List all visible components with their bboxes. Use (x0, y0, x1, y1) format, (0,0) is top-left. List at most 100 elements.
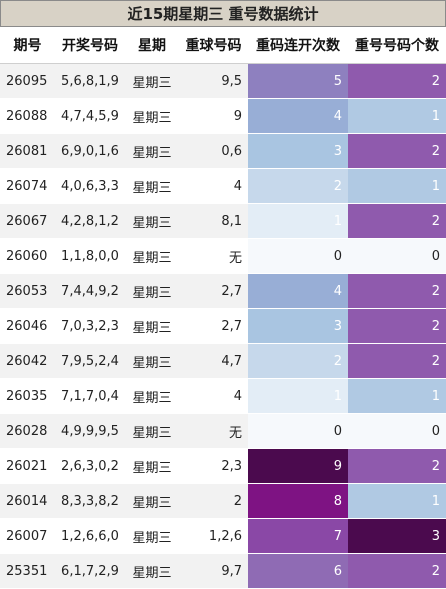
table-row: 26028 4,9,9,9,5 星期三无 0 0 (0, 413, 446, 449)
table-row: 26088 4,7,4,5,9 星期三 9 4 1 (0, 98, 446, 134)
repeat-balls-cell: 无 (179, 413, 248, 449)
table-row: 26014 8,3,3,8,2 星期三 2 8 1 (0, 483, 446, 519)
header-streak: 重码连开次数 (248, 27, 348, 64)
repeat-balls-cell: 9 (179, 98, 248, 134)
numbers-cell: 6,9,0,1,6 (55, 133, 125, 169)
repeat-balls-cell: 无 (179, 238, 248, 274)
numbers-cell: 4,0,6,3,3 (55, 168, 125, 204)
issue-cell: 26028 (0, 413, 55, 449)
count-cell: 1 (348, 168, 446, 204)
numbers-cell: 7,9,5,2,4 (55, 343, 125, 379)
count-cell: 2 (348, 203, 446, 239)
issue-cell: 26021 (0, 448, 55, 484)
repeat-balls-cell: 9,7 (179, 553, 248, 589)
count-cell: 2 (348, 133, 446, 169)
repeat-balls-cell: 2,7 (179, 308, 248, 344)
numbers-cell: 7,4,4,9,2 (55, 273, 125, 309)
issue-cell: 26088 (0, 98, 55, 134)
streak-cell: 1 (248, 203, 348, 239)
header-count: 重号号码个数 (348, 27, 446, 64)
table-row: 26067 4,2,8,1,2 星期三 8,1 1 2 (0, 203, 446, 239)
streak-cell: 4 (248, 98, 348, 134)
table-row: 26021 2,6,3,0,2 星期三 2,3 9 2 (0, 448, 446, 484)
table-title: 近15期星期三 重号数据统计 (0, 0, 446, 27)
repeat-balls-cell: 4,7 (179, 343, 248, 379)
header-weekday: 星期 (125, 27, 179, 64)
table-row: 26042 7,9,5,2,4 星期三 4,7 2 2 (0, 343, 446, 379)
table-row: 25351 6,1,7,2,9 星期三 9,7 6 2 (0, 553, 446, 589)
weekday-cell: 星期三 (125, 273, 179, 309)
header-row: 期号 开奖号码 星期 重球号码 重码连开次数 重号号码个数 (0, 27, 446, 64)
issue-cell: 26074 (0, 168, 55, 204)
issue-cell: 26035 (0, 378, 55, 414)
header-issue: 期号 (0, 27, 55, 64)
issue-cell: 26007 (0, 518, 55, 554)
count-cell: 2 (348, 448, 446, 484)
numbers-cell: 4,2,8,1,2 (55, 203, 125, 239)
count-cell: 2 (348, 63, 446, 99)
count-cell: 1 (348, 98, 446, 134)
issue-cell: 25351 (0, 553, 55, 589)
numbers-cell: 7,1,7,0,4 (55, 378, 125, 414)
issue-cell: 26095 (0, 63, 55, 99)
weekday-cell: 星期三 (125, 98, 179, 134)
repeat-balls-cell: 1,2,6 (179, 518, 248, 554)
weekday-cell: 星期三 (125, 133, 179, 169)
streak-cell: 3 (248, 133, 348, 169)
streak-cell: 7 (248, 518, 348, 554)
issue-cell: 26046 (0, 308, 55, 344)
repeat-balls-cell: 2 (179, 483, 248, 519)
count-cell: 2 (348, 343, 446, 379)
issue-cell: 26060 (0, 238, 55, 274)
weekday-cell: 星期三 (125, 518, 179, 554)
count-cell: 0 (348, 238, 446, 274)
weekday-cell: 星期三 (125, 378, 179, 414)
table-row: 26060 1,1,8,0,0 星期三无 0 0 (0, 238, 446, 274)
weekday-cell: 星期三 (125, 168, 179, 204)
streak-cell: 2 (248, 343, 348, 379)
header-numbers: 开奖号码 (55, 27, 125, 64)
numbers-cell: 1,2,6,6,0 (55, 518, 125, 554)
streak-cell: 5 (248, 63, 348, 99)
repeat-balls-cell: 4 (179, 378, 248, 414)
repeat-balls-cell: 9,5 (179, 63, 248, 99)
table-row: 26046 7,0,3,2,3 星期三 2,7 3 2 (0, 308, 446, 344)
table-row: 26053 7,4,4,9,2 星期三 2,7 4 2 (0, 273, 446, 309)
numbers-cell: 7,0,3,2,3 (55, 308, 125, 344)
streak-cell: 8 (248, 483, 348, 519)
table-body: 26095 5,6,8,1,9 星期三 9,5 5 2 26088 4,7,4,5,9 星期三 9… (0, 63, 446, 589)
numbers-cell: 4,9,9,9,5 (55, 413, 125, 449)
repeat-balls-cell: 2,7 (179, 273, 248, 309)
streak-cell: 0 (248, 238, 348, 274)
streak-cell: 0 (248, 413, 348, 449)
table-row: 26007 1,2,6,6,0 星期三 1,2,6 7 3 (0, 518, 446, 554)
numbers-cell: 8,3,3,8,2 (55, 483, 125, 519)
table-row: 26081 6,9,0,1,6 星期三 0,6 3 2 (0, 133, 446, 169)
issue-cell: 26042 (0, 343, 55, 379)
repeat-balls-cell: 2,3 (179, 448, 248, 484)
count-cell: 2 (348, 308, 446, 344)
count-cell: 2 (348, 553, 446, 589)
weekday-cell: 星期三 (125, 238, 179, 274)
repeat-stats-table: 期号 开奖号码 星期 重球号码 重码连开次数 重号号码个数 26095 5,6,8… (0, 27, 446, 589)
streak-cell: 3 (248, 308, 348, 344)
streak-cell: 4 (248, 273, 348, 309)
weekday-cell: 星期三 (125, 63, 179, 99)
numbers-cell: 1,1,8,0,0 (55, 238, 125, 274)
weekday-cell: 星期三 (125, 483, 179, 519)
count-cell: 3 (348, 518, 446, 554)
table-row: 26035 7,1,7,0,4 星期三 4 1 1 (0, 378, 446, 414)
repeat-balls-cell: 8,1 (179, 203, 248, 239)
weekday-cell: 星期三 (125, 203, 179, 239)
streak-cell: 2 (248, 168, 348, 204)
header-repeat-balls: 重球号码 (179, 27, 248, 64)
table-row: 26095 5,6,8,1,9 星期三 9,5 5 2 (0, 63, 446, 99)
weekday-cell: 星期三 (125, 308, 179, 344)
streak-cell: 9 (248, 448, 348, 484)
issue-cell: 26053 (0, 273, 55, 309)
weekday-cell: 星期三 (125, 413, 179, 449)
numbers-cell: 4,7,4,5,9 (55, 98, 125, 134)
table-row: 26074 4,0,6,3,3 星期三 4 2 1 (0, 168, 446, 204)
issue-cell: 26014 (0, 483, 55, 519)
